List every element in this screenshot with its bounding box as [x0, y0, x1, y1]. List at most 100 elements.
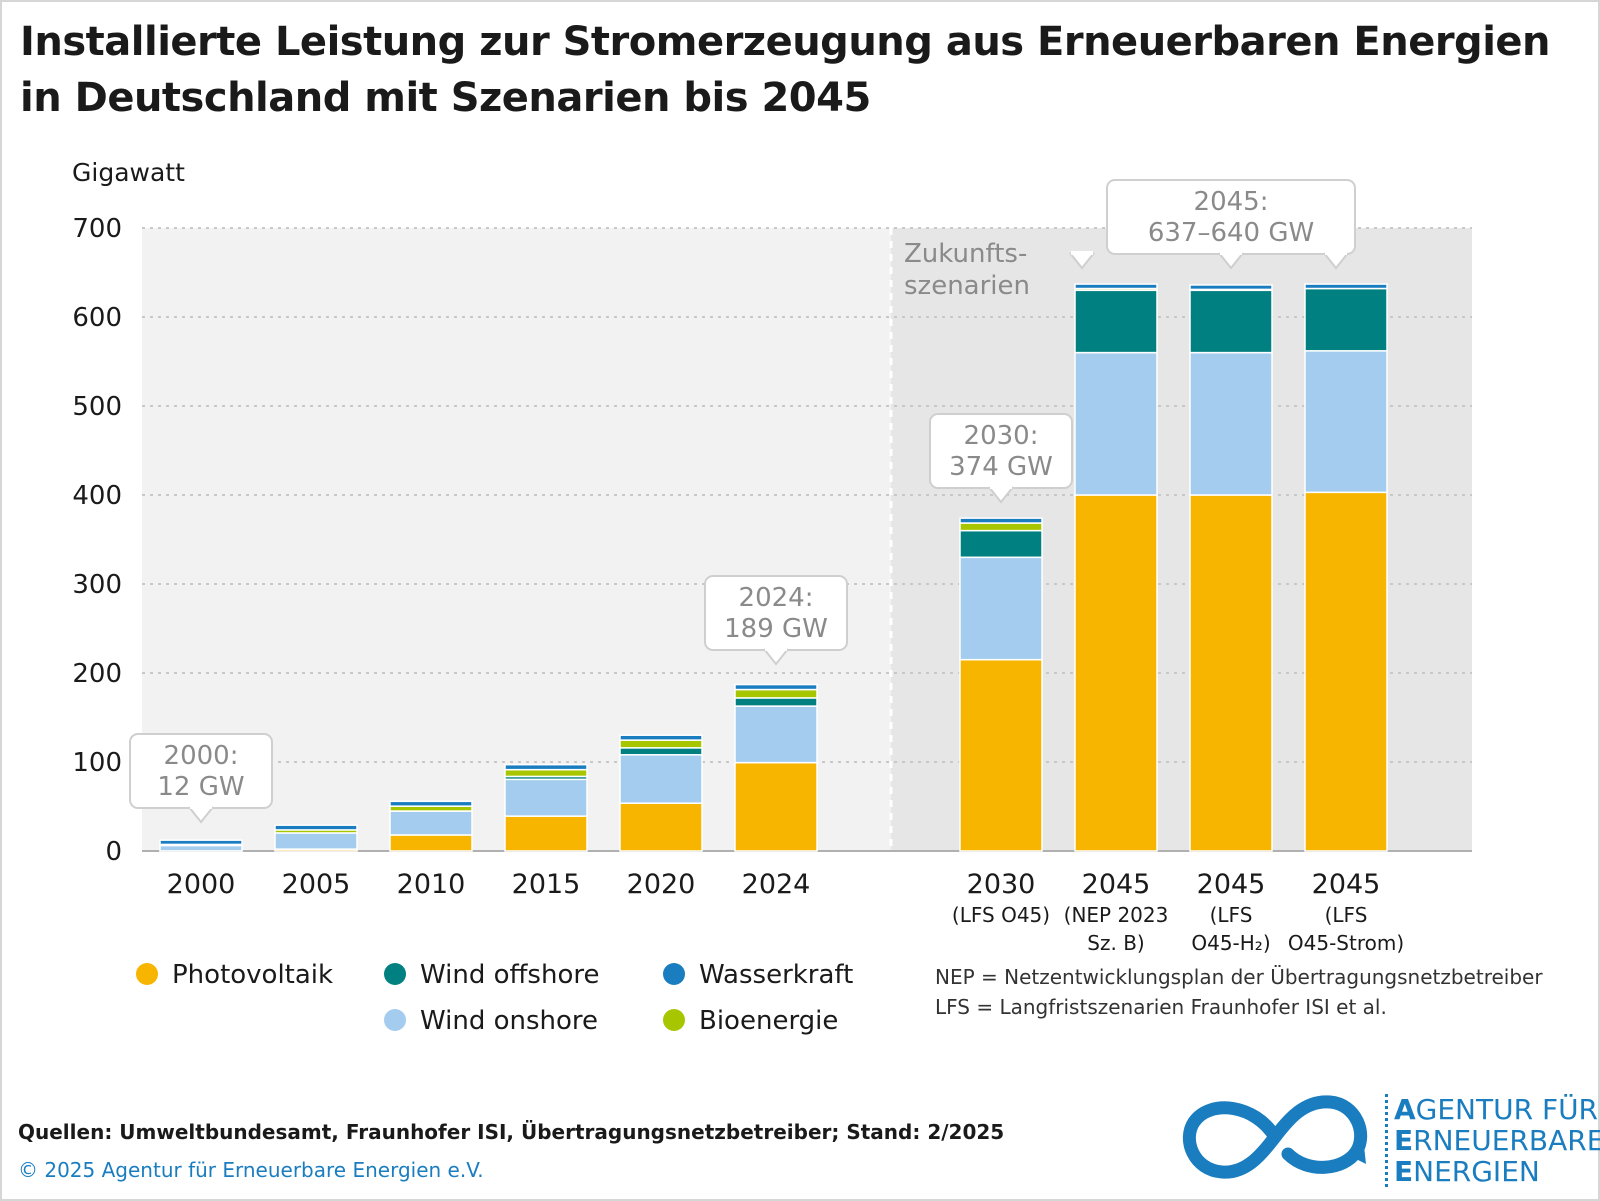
legend-label-bioenergie: Bioenergie [699, 1006, 839, 1036]
bar-segment-wasserkraft-2 [389, 800, 473, 807]
y-tick-label-200: 200 [72, 659, 122, 689]
y-tick-label-300: 300 [72, 570, 122, 600]
bar-segment-photovoltaik-6 [959, 658, 1043, 852]
x-tick-sublabel-8-0: (LFS [1210, 903, 1253, 927]
bar-segment-wind-onshore-2 [389, 810, 473, 836]
x-tick-label-0: 2000 [167, 869, 236, 900]
callout-text-1-0: 2024: [739, 583, 814, 613]
x-tick-label-1: 2005 [282, 869, 351, 900]
callout-pointer-1-0 [763, 648, 789, 666]
y-tick-label-100: 100 [72, 748, 122, 778]
callout-pointer-mask-1-0 [765, 647, 787, 651]
note-nep: NEP = Netzentwicklungsplan der Übertragu… [935, 965, 1543, 989]
bar-segment-wasserkraft-8 [1189, 284, 1273, 291]
bar-segment-wind-onshore-7 [1074, 351, 1158, 496]
bar-segment-wasserkraft-0 [159, 839, 243, 846]
callout-text-0-0: 2000: [164, 741, 239, 771]
legend-item-bioenergie: Bioenergie [663, 1004, 838, 1038]
note-lfs: LFS = Langfristszenarien Fraunhofer ISI … [935, 995, 1387, 1019]
chart-title: Installierte Leistung zur Stromerzeugung… [20, 14, 1580, 126]
bar-segment-wind-offshore-8 [1189, 289, 1273, 354]
y-axis-label: Gigawatt [72, 158, 185, 187]
callout-text-3-0: 2045: [1194, 187, 1269, 217]
legend-item-wasserkraft: Wasserkraft [663, 958, 853, 992]
legend-item-wind-offshore: Wind offshore [384, 958, 599, 992]
bar-segment-wasserkraft-3 [504, 763, 588, 771]
callout-text-1-1: 189 GW [724, 614, 828, 644]
bar-segment-wind-onshore-0 [159, 844, 243, 852]
bar-segment-bioenergie-3 [504, 768, 588, 778]
bar-segment-photovoltaik-9 [1304, 491, 1388, 852]
bar-segment-wasserkraft-7 [1074, 283, 1158, 290]
bar-segment-wasserkraft-6 [959, 517, 1043, 524]
bar-segment-photovoltaik-3 [504, 815, 588, 852]
legend-item-wind-onshore: Wind onshore [384, 1004, 598, 1038]
legend-swatch-photovoltaik [136, 962, 158, 985]
y-tick-label-600: 600 [72, 303, 122, 333]
x-tick-label-6: 2030 [967, 869, 1036, 900]
scenario-label-line-1: Zukunfts- [904, 239, 1027, 269]
legend-swatch-wasserkraft [663, 962, 685, 985]
callout-pointer-mask-3-2 [1325, 251, 1347, 255]
bar-segment-photovoltaik-4 [619, 802, 703, 852]
scenario-label-line-2: szenarien [904, 271, 1030, 301]
bar-segment-wind-offshore-9 [1304, 287, 1388, 352]
callout-text-0-1: 12 GW [157, 772, 244, 802]
abbreviation-notes: NEP = Netzentwicklungsplan der Übertragu… [935, 962, 1543, 1022]
callout-3: 2045:637–640 GW [1069, 179, 1356, 270]
logo-line-2: ERNEUERBARE [1394, 1124, 1600, 1157]
x-tick-sublabel-9-0: (LFS [1325, 903, 1368, 927]
callout-pointer-0-0 [188, 806, 214, 824]
x-tick-sublabel-8-1: O45-H₂) [1191, 931, 1270, 955]
logo-line-1: AGENTUR FÜR [1394, 1093, 1599, 1126]
callout-2: 2030:374 GW [929, 413, 1073, 504]
sources: Quellen: Umweltbundesamt, Fraunhofer ISI… [18, 1120, 1005, 1144]
bar-segment-wasserkraft-1 [274, 824, 358, 831]
legend-label-photovoltaik: Photovoltaik [172, 960, 334, 990]
chart-title-line-2: in Deutschland mit Szenarien bis 2045 [20, 75, 871, 121]
bar-segment-wind-onshore-5 [734, 705, 818, 764]
legend-item-photovoltaik: Photovoltaik [136, 958, 333, 992]
bar-segment-wind-onshore-3 [504, 778, 588, 817]
bar-segment-wind-offshore-7 [1074, 289, 1158, 354]
bar-segment-wind-onshore-6 [959, 556, 1043, 661]
bar-segment-bioenergie-5 [734, 688, 818, 699]
callout-pointer-mask-3-1 [1220, 251, 1242, 255]
callout-pointer-mask-2-0 [990, 485, 1012, 489]
x-tick-label-8: 2045 [1197, 869, 1266, 900]
y-tick-label-0: 0 [105, 837, 122, 867]
legend-label-wind-offshore: Wind offshore [420, 960, 600, 990]
x-tick-sublabel-9-1: O45-Strom) [1288, 931, 1404, 955]
bar-segment-wasserkraft-9 [1304, 283, 1388, 290]
callout-text-2-1: 374 GW [949, 452, 1053, 482]
logo-line-3: ENERGIEN [1394, 1155, 1540, 1188]
bar-segment-bioenergie-6 [959, 522, 1043, 532]
bar-segment-wasserkraft-5 [734, 683, 818, 691]
bar-segment-wind-onshore-4 [619, 754, 703, 804]
x-tick-label-7: 2045 [1082, 869, 1151, 900]
callout-pointer-mask-3-0 [1071, 251, 1093, 255]
logo-wordmark: AGENTUR FÜR ERNEUERBARE ENERGIEN [1385, 1094, 1600, 1187]
bar-segment-wind-offshore-4 [619, 747, 703, 756]
bar-segment-wind-offshore-6 [959, 529, 1043, 559]
bar-segment-photovoltaik-5 [734, 761, 818, 852]
callout-pointer-2-0 [988, 486, 1014, 504]
legend-swatch-bioenergie [663, 1008, 685, 1031]
callout-text-3-1: 637–640 GW [1148, 218, 1314, 248]
bar-segment-wind-offshore-5 [734, 697, 818, 707]
y-tick-label-500: 500 [72, 392, 122, 422]
bar-segment-wasserkraft-4 [619, 734, 703, 741]
bar-segment-wind-onshore-9 [1304, 350, 1388, 494]
bar-segment-photovoltaik-7 [1074, 494, 1158, 852]
bar-segment-photovoltaik-8 [1189, 494, 1273, 852]
y-tick-label-400: 400 [72, 481, 122, 511]
x-tick-label-9: 2045 [1312, 869, 1381, 900]
legend-label-wind-onshore: Wind onshore [420, 1006, 599, 1036]
bar-segment-wind-onshore-1 [274, 832, 358, 850]
chart-title-line-1: Installierte Leistung zur Stromerzeugung… [20, 19, 1551, 65]
legend-swatch-wind-offshore [384, 962, 406, 985]
x-tick-sublabel-7-0: (NEP 2023 [1064, 903, 1169, 927]
legend-label-wasserkraft: Wasserkraft [699, 960, 854, 990]
